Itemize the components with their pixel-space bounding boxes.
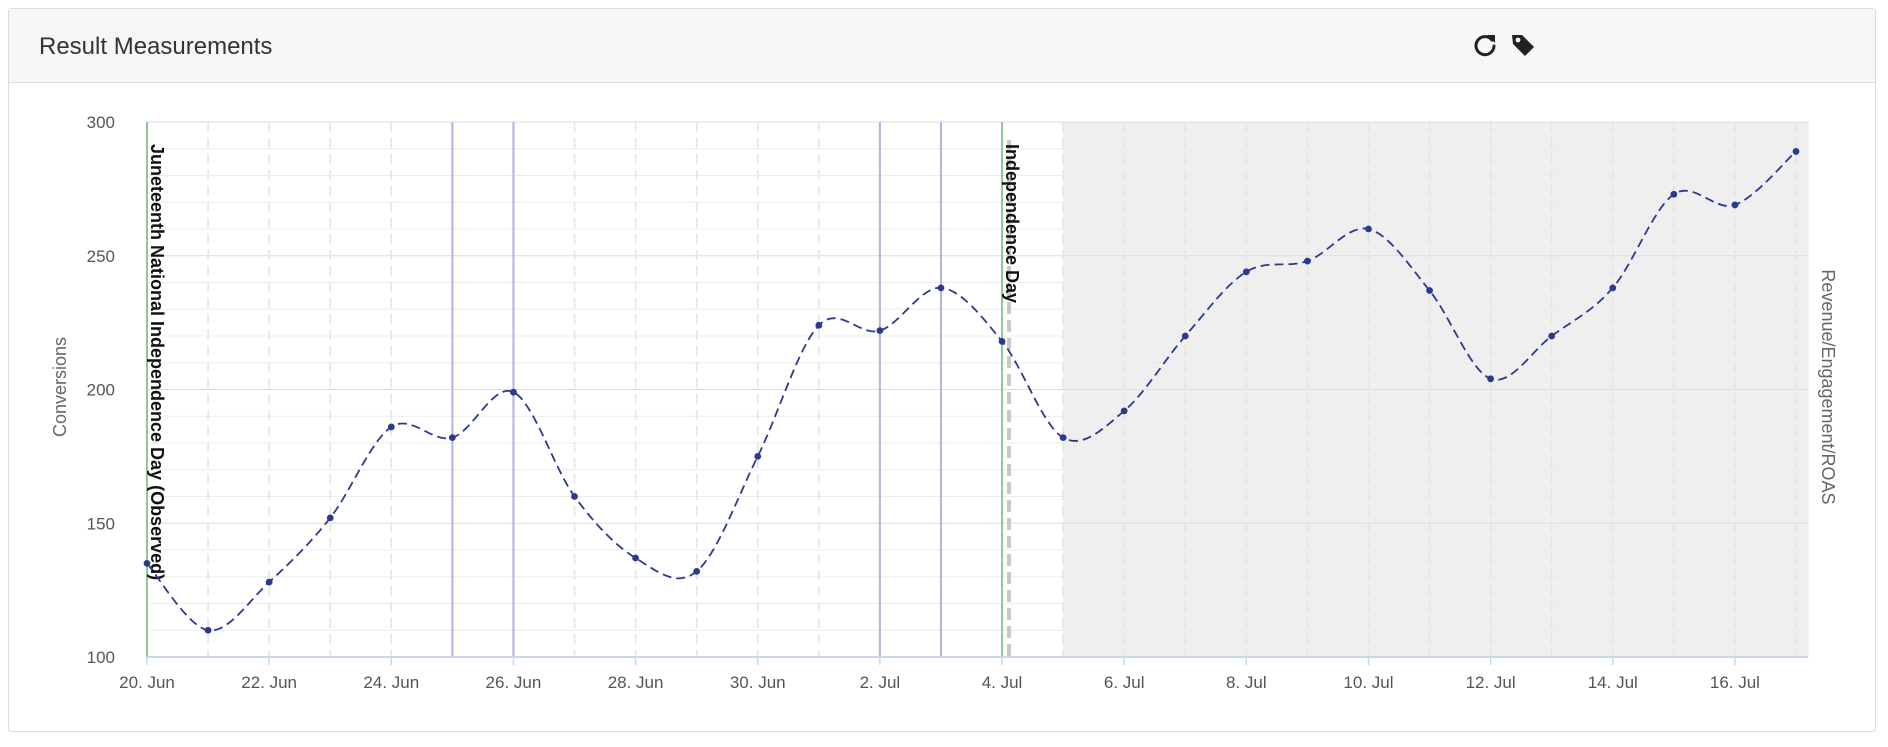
- data-point: [1487, 375, 1495, 383]
- data-point: [754, 452, 762, 460]
- data-point: [1426, 287, 1433, 294]
- holiday-label: Independence Day: [1002, 144, 1022, 303]
- x-tick-label: 24. Jun: [363, 673, 419, 692]
- x-tick-label: 12. Jul: [1466, 673, 1516, 692]
- data-point: [876, 327, 884, 335]
- data-point: [204, 626, 212, 634]
- data-point: [693, 568, 701, 575]
- y-tick-label: 250: [87, 247, 115, 266]
- data-point: [510, 388, 517, 396]
- data-point: [1548, 332, 1556, 340]
- data-point: [632, 554, 639, 562]
- data-point: [1059, 434, 1067, 442]
- x-tick-label: 16. Jul: [1710, 673, 1760, 692]
- x-tick-label: 28. Jun: [608, 673, 664, 692]
- data-point: [815, 321, 823, 329]
- x-tick-label: 10. Jul: [1343, 673, 1393, 692]
- series-line: [146, 150, 1797, 632]
- refresh-icon[interactable]: [1471, 31, 1499, 59]
- data-point: [571, 493, 578, 500]
- data-point: [1365, 225, 1372, 233]
- x-tick-label: 20. Jun: [119, 673, 175, 692]
- y-tick-label: 100: [87, 648, 115, 667]
- x-tick-label: 2. Jul: [860, 673, 901, 692]
- y-tick-label: 150: [87, 514, 115, 533]
- data-point: [1304, 257, 1311, 265]
- data-point: [1609, 284, 1617, 292]
- y-axis-label: Conversions: [50, 337, 70, 437]
- data-point: [265, 578, 273, 586]
- data-point: [1181, 332, 1189, 340]
- data-point: [1731, 201, 1739, 209]
- data-point: [1242, 268, 1250, 276]
- panel-title: Result Measurements: [39, 33, 273, 60]
- x-tick-label: 6. Jul: [1104, 673, 1145, 692]
- data-point: [937, 284, 945, 292]
- data-point: [143, 559, 151, 567]
- panel-header: Result Measurements: [9, 9, 1875, 83]
- x-tick-label: 14. Jul: [1588, 673, 1638, 692]
- data-point: [326, 514, 334, 522]
- x-tick-label: 8. Jul: [1226, 673, 1267, 692]
- data-point: [1120, 407, 1128, 415]
- tag-icon[interactable]: [1509, 31, 1537, 59]
- y-tick-label: 200: [87, 381, 115, 400]
- data-point: [387, 423, 395, 431]
- data-point: [448, 434, 456, 442]
- x-tick-label: 30. Jun: [730, 673, 786, 692]
- x-tick-label: 26. Jun: [486, 673, 542, 692]
- holiday-label: Juneteenth National Independence Day (Ob…: [147, 144, 167, 580]
- y2-axis-label: Revenue/Engagement/ROAS: [1818, 269, 1838, 504]
- data-point: [1792, 148, 1800, 155]
- x-tick-label: 22. Jun: [241, 673, 297, 692]
- data-point: [998, 337, 1006, 345]
- y-tick-label: 300: [87, 113, 115, 132]
- x-tick-label: 4. Jul: [982, 673, 1023, 692]
- data-point: [1670, 190, 1678, 198]
